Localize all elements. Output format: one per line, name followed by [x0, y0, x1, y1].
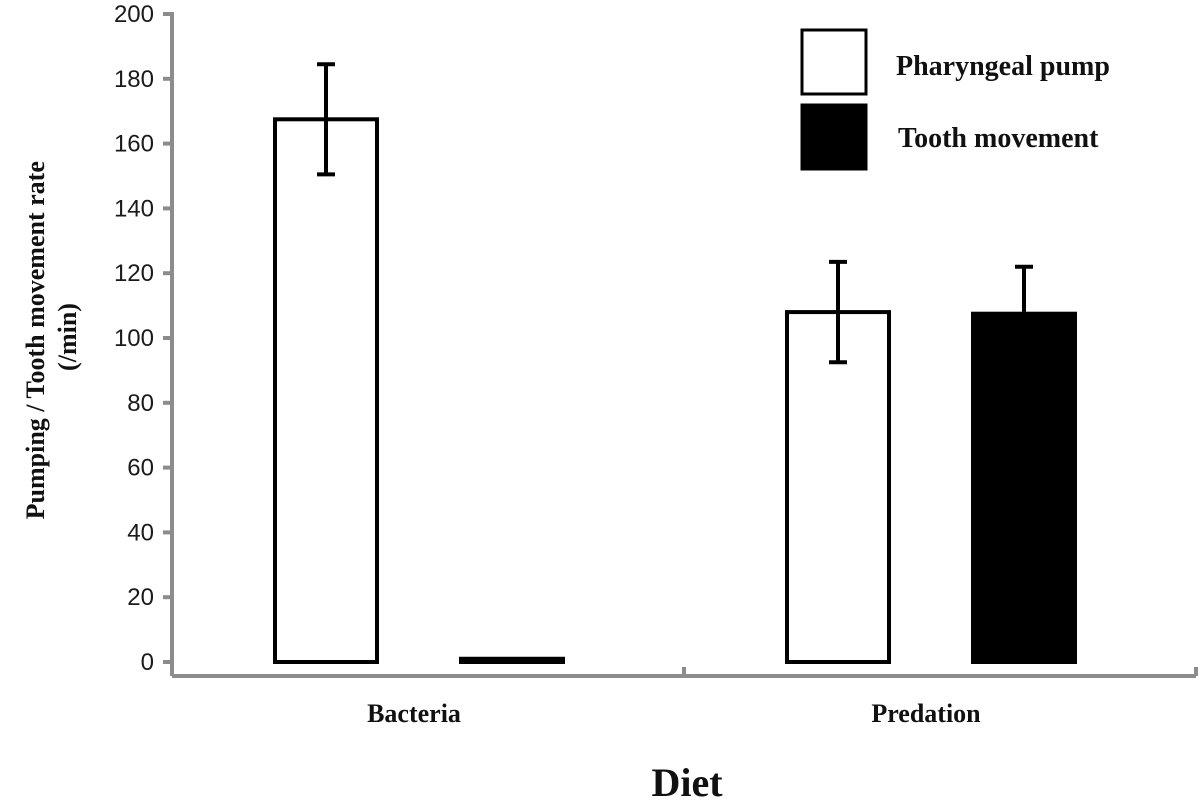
error-bar [829, 259, 847, 365]
y-tick-label: 20 [127, 584, 154, 611]
y-tick-label: 60 [127, 455, 154, 482]
error-bars [317, 62, 1033, 365]
y-tick-label: 120 [114, 260, 154, 287]
bar-pharyngeal-pump-bacteria [273, 117, 379, 665]
y-axis-ticks: 0 20 40 60 80 100 120 140 160 180 200 [114, 1, 172, 676]
bar-pharyngeal-pump-predation [785, 310, 891, 664]
y-tick-label: 160 [114, 131, 154, 158]
y-tick-label: 180 [114, 66, 154, 93]
y-tick-label: 140 [114, 195, 154, 222]
category-label-predation: Predation [871, 699, 981, 728]
x-axis-title: Diet [651, 760, 723, 800]
y-tick-label: 0 [141, 649, 154, 676]
legend-swatch-tooth-movement [800, 103, 868, 171]
x-axis-ticks [682, 667, 1198, 676]
y-axis-title-line-2: (/min) [53, 303, 82, 371]
bar-tooth-movement-predation [971, 311, 1077, 664]
category-labels: Bacteria Predation [367, 699, 981, 728]
error-bar [317, 62, 335, 177]
y-tick-label: 100 [114, 325, 154, 352]
legend-swatch-pharyngeal-pump [800, 28, 868, 96]
category-label-bacteria: Bacteria [367, 699, 461, 728]
error-bar [1015, 264, 1033, 363]
legend: Pharyngeal pump Tooth movement [800, 28, 1110, 171]
bar-tooth-movement-bacteria [459, 656, 565, 665]
y-tick-label: 80 [127, 390, 154, 417]
y-axis-title-line-1: Pumping / Tooth movement rate [21, 161, 50, 519]
bars [273, 117, 1077, 665]
legend-label-pharyngeal-pump: Pharyngeal pump [896, 51, 1110, 82]
y-tick-label: 200 [114, 1, 154, 28]
y-tick-label: 40 [127, 519, 154, 546]
legend-label-tooth-movement: Tooth movement [898, 123, 1099, 154]
y-axis-title: Pumping / Tooth movement rate (/min) [21, 155, 82, 520]
